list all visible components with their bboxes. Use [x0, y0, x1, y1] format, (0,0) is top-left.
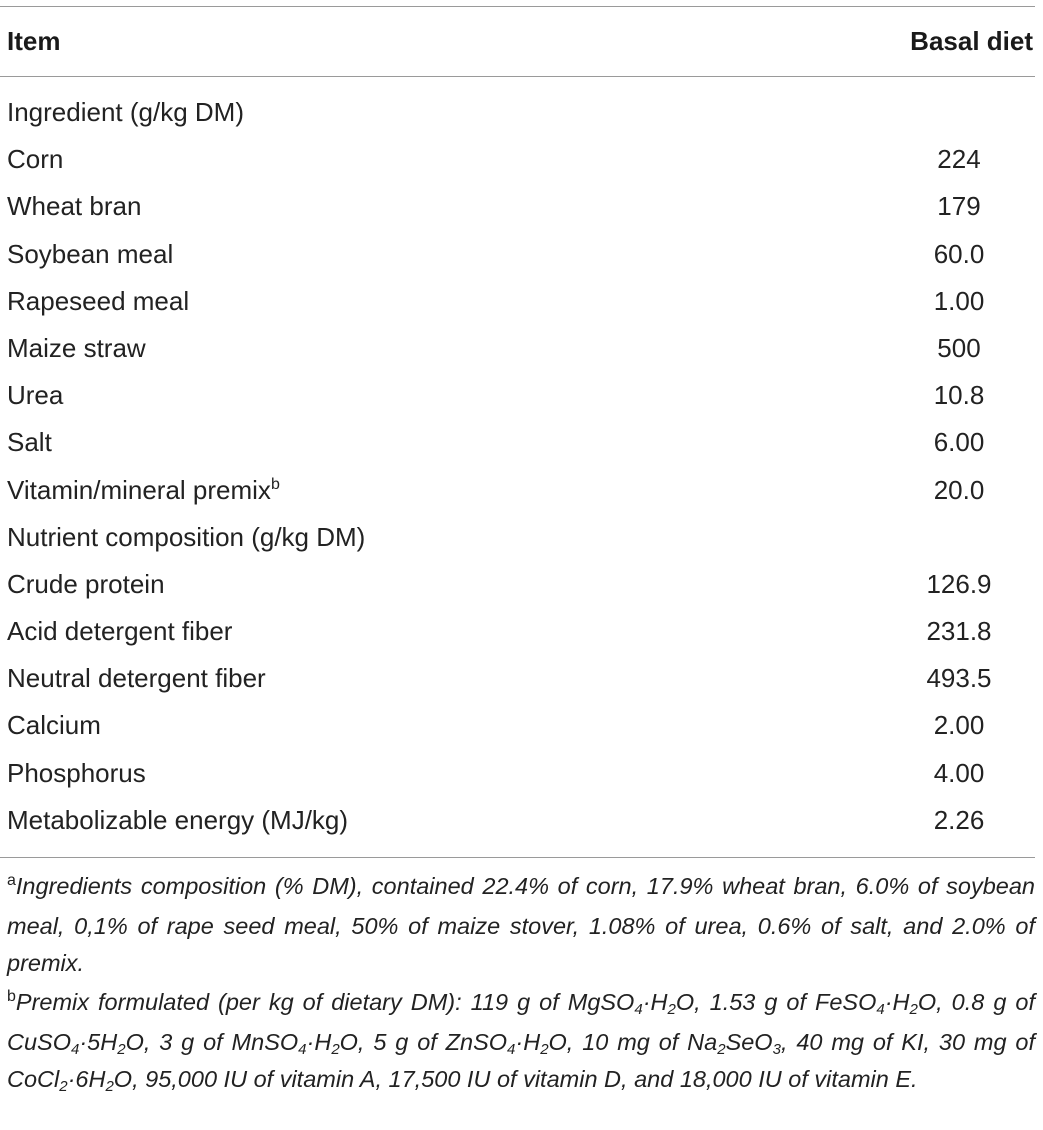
row-value: 10.8 — [933, 380, 985, 411]
row-value: 500 — [937, 332, 981, 363]
table-footnotes: aIngredients composition (% DM), contain… — [7, 868, 1035, 1100]
table-row: Crude protein 126.9 — [0, 560, 1035, 607]
footnote-b-text: ·H — [884, 989, 910, 1015]
row-value: 6.00 — [933, 427, 985, 458]
row-label: Metabolizable energy (MJ/kg) — [7, 804, 349, 835]
table-top-rule — [0, 6, 1035, 7]
footnote-b-text: O, 5 g of ZnSO — [339, 1029, 508, 1055]
table-row: Wheat bran 179 — [0, 182, 1035, 229]
subscript: 4 — [634, 1001, 643, 1018]
table-row: Ingredient (g/kg DM) — [0, 88, 1035, 135]
subscript: 2 — [117, 1041, 126, 1058]
footnote-b-text: SeO — [725, 1029, 773, 1055]
footnote-a-text: Ingredients composition (% DM), containe… — [7, 873, 1035, 976]
subscript: 3 — [772, 1041, 781, 1058]
row-value: 2.00 — [933, 710, 985, 741]
row-value: 2.26 — [933, 804, 985, 835]
table-row: Soybean meal 60.0 — [0, 230, 1035, 277]
footnote-ref-b: b — [270, 475, 280, 493]
row-label: Rapeseed meal — [7, 285, 190, 316]
footnote-b-text: , 40 mg of KI, 30 mg of CoCl — [7, 1029, 1036, 1092]
subscript: 4 — [298, 1041, 307, 1058]
row-value: 20.0 — [933, 474, 985, 505]
table-row: Maize straw 500 — [0, 324, 1035, 371]
subscript: 2 — [540, 1041, 549, 1058]
row-value: 1.00 — [933, 285, 985, 316]
footnote-b: bPremix formulated (per kg of dietary DM… — [7, 984, 1035, 1098]
table-row: Urea 10.8 — [0, 371, 1035, 418]
table-row: Vitamin/mineral premixb 20.0 — [0, 466, 1035, 513]
subscript: 4 — [507, 1041, 516, 1058]
row-label: Nutrient composition (g/kg DM) — [7, 521, 366, 552]
subscript: 2 — [59, 1078, 68, 1095]
subscript: 2 — [717, 1041, 726, 1058]
footnote-b-mark: b — [7, 988, 16, 1005]
footnote-b-text: ·5H — [79, 1029, 118, 1055]
row-value: 60.0 — [933, 238, 985, 269]
row-label: Neutral detergent fiber — [7, 663, 266, 694]
table-header-rule — [0, 76, 1035, 77]
row-value: 179 — [937, 191, 981, 222]
row-value: 224 — [937, 144, 981, 175]
row-label: Vitamin/mineral premixb — [7, 475, 280, 506]
footnote-b-text: O, 1.53 g of FeSO — [675, 989, 877, 1015]
subscript: 2 — [105, 1078, 114, 1095]
footnote-a: aIngredients composition (% DM), contain… — [7, 868, 1035, 982]
footnote-b-text: ·H — [515, 1029, 541, 1055]
row-label: Wheat bran — [7, 191, 142, 222]
row-label: Calcium — [7, 710, 101, 741]
subscript: 4 — [876, 1001, 885, 1018]
row-value: 4.00 — [933, 757, 985, 788]
row-label: Ingredient (g/kg DM) — [7, 97, 244, 127]
row-label: Acid detergent fiber — [7, 616, 233, 647]
table-row: Corn 224 — [0, 135, 1035, 182]
row-label: Phosphorus — [7, 757, 146, 788]
subscript: 2 — [331, 1041, 340, 1058]
table-bottom-rule — [0, 857, 1035, 858]
footnote-b-text: O, 10 mg of Na — [548, 1029, 718, 1055]
table-row: Calcium 2.00 — [0, 701, 1035, 748]
subscript: 2 — [909, 1001, 918, 1018]
row-label: Salt — [7, 427, 52, 458]
row-label: Soybean meal — [7, 238, 174, 269]
table-body: Ingredient (g/kg DM) Corn 224 Wheat bran… — [0, 88, 1035, 843]
footnote-b-text: O, 95,000 IU of vitamin A, 17,500 IU of … — [113, 1066, 918, 1092]
row-label: Urea — [7, 380, 64, 411]
row-value: 231.8 — [926, 616, 992, 647]
footnote-b-text: O, 0.8 g of CuSO — [7, 989, 1035, 1055]
row-value: 126.9 — [926, 568, 992, 599]
table-row: Acid detergent fiber 231.8 — [0, 607, 1035, 654]
footnote-b-text: O, 3 g of MnSO — [125, 1029, 299, 1055]
footnote-b-text: Premix formulated (per kg of dietary DM)… — [15, 989, 635, 1015]
footnote-a-mark: a — [7, 872, 16, 889]
subscript: 4 — [71, 1041, 80, 1058]
footnote-b-text: ·H — [306, 1029, 332, 1055]
table-row: Nutrient composition (g/kg DM) — [0, 513, 1035, 560]
row-label: Corn — [7, 144, 64, 175]
header-item-label: Item — [7, 26, 61, 56]
table-row: Salt 6.00 — [0, 418, 1035, 465]
table-row: Rapeseed meal 1.00 — [0, 277, 1035, 324]
row-label: Crude protein — [7, 568, 165, 599]
table-row: Neutral detergent fiber 493.5 — [0, 654, 1035, 701]
row-label: Maize straw — [7, 332, 146, 363]
table-row: Phosphorus 4.00 — [0, 749, 1035, 796]
table-header-row: Item Basal diet — [0, 22, 1035, 64]
row-value: 493.5 — [926, 663, 992, 694]
table-row: Metabolizable energy (MJ/kg) 2.26 — [0, 796, 1035, 843]
header-basal-diet-label: Basal diet — [910, 26, 1033, 56]
footnote-b-text: ·6H — [67, 1066, 106, 1092]
row-label-text: Vitamin/mineral premix — [7, 474, 271, 505]
footnote-b-text: ·H — [642, 989, 668, 1015]
subscript: 2 — [667, 1001, 676, 1018]
